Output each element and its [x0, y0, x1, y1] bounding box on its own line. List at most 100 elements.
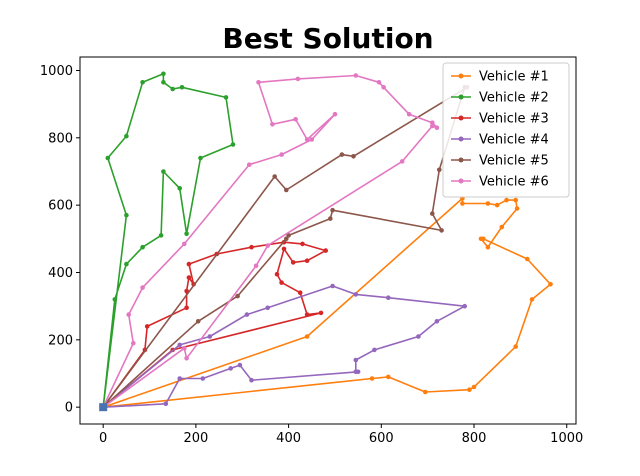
data-point	[434, 319, 440, 324]
data-point	[256, 80, 261, 85]
data-point	[249, 244, 254, 250]
legend-entry: Vehicle #3	[451, 112, 549, 127]
data-point	[353, 357, 359, 363]
data-point	[230, 142, 236, 147]
data-point	[504, 197, 509, 203]
data-point	[207, 334, 213, 339]
series-1	[100, 196, 553, 410]
series-3	[100, 239, 329, 410]
legend-swatch-marker	[458, 178, 464, 184]
data-point	[279, 152, 284, 157]
data-point	[284, 236, 289, 242]
legend-label: Vehicle #5	[479, 154, 549, 169]
data-point	[330, 207, 335, 213]
legend-entry: Vehicle #6	[451, 175, 549, 190]
data-point	[437, 167, 442, 173]
y-tick-label: 200	[48, 333, 73, 348]
x-tick-label: 1000	[550, 431, 583, 446]
data-point	[200, 376, 206, 381]
data-point	[353, 73, 359, 78]
data-point	[228, 366, 233, 371]
data-point	[513, 344, 518, 349]
data-point	[514, 206, 520, 211]
data-point	[369, 376, 375, 381]
data-point	[274, 271, 280, 277]
data-point	[124, 212, 129, 218]
legend: Vehicle #1 Vehicle #2 Vehicle #3 Vehicle #4…	[442, 62, 570, 198]
data-point	[144, 324, 150, 329]
legend-swatch-marker	[458, 94, 464, 100]
data-point	[481, 236, 486, 242]
data-point	[323, 248, 329, 253]
data-point	[416, 334, 421, 339]
x-tick-label: 0	[99, 431, 107, 446]
series-line	[102, 197, 552, 408]
data-point	[376, 80, 382, 85]
data-point	[467, 387, 472, 393]
data-point	[124, 261, 129, 267]
x-tick-label: 400	[276, 431, 301, 446]
data-point	[184, 356, 189, 361]
legend-entry: Vehicle #1	[451, 70, 549, 85]
data-point	[430, 123, 435, 129]
data-point	[355, 369, 361, 375]
data-point	[304, 258, 310, 264]
data-point	[471, 384, 477, 390]
x-tick-label: 200	[183, 431, 208, 446]
data-point	[529, 297, 535, 302]
data-point	[513, 197, 518, 203]
data-point	[272, 174, 278, 179]
data-point	[265, 305, 271, 311]
data-point	[386, 374, 391, 380]
series-2	[100, 71, 236, 410]
data-point	[386, 295, 391, 301]
data-point	[295, 76, 301, 82]
series-line	[102, 285, 466, 408]
data-point	[281, 246, 287, 252]
data-point	[339, 152, 345, 157]
data-point	[177, 376, 182, 381]
data-point	[304, 334, 310, 339]
data-point	[423, 389, 428, 395]
axes: 0 200 400 600 800 1000 0 200 400 600 800 1000	[40, 56, 583, 446]
data-point	[186, 261, 192, 267]
legend-entry: Vehicle #2	[451, 91, 549, 106]
data-point	[198, 155, 203, 161]
x-tick-label: 800	[462, 431, 487, 446]
y-tick-label: 600	[48, 199, 73, 214]
data-point	[399, 159, 405, 164]
data-point	[161, 169, 166, 174]
data-point	[182, 241, 187, 247]
legend-entry: Vehicle #4	[451, 133, 549, 148]
data-point	[244, 312, 250, 317]
plot-area	[99, 71, 553, 412]
data-point	[182, 345, 187, 351]
data-point	[328, 216, 333, 221]
data-point	[309, 137, 315, 142]
data-point	[330, 283, 335, 289]
chart-title: Best Solution	[222, 22, 433, 55]
data-point	[372, 347, 377, 353]
y-tick-label: 400	[48, 266, 73, 281]
data-point	[430, 120, 435, 125]
data-point	[161, 80, 166, 85]
data-point	[235, 293, 240, 299]
data-point	[158, 233, 164, 238]
data-point	[548, 282, 553, 287]
data-point	[170, 86, 175, 92]
data-point	[126, 312, 131, 317]
data-point	[124, 133, 129, 139]
data-point	[485, 244, 491, 250]
data-point	[351, 154, 356, 159]
series-4	[100, 283, 468, 410]
legend-swatch-marker	[458, 73, 464, 79]
data-point	[430, 211, 435, 216]
y-tick-label: 0	[65, 401, 73, 416]
data-point	[462, 303, 468, 309]
data-point	[249, 377, 254, 383]
data-point	[163, 401, 169, 407]
data-point	[434, 125, 440, 130]
data-point	[112, 297, 118, 302]
data-point	[304, 312, 310, 317]
data-point	[353, 292, 359, 297]
